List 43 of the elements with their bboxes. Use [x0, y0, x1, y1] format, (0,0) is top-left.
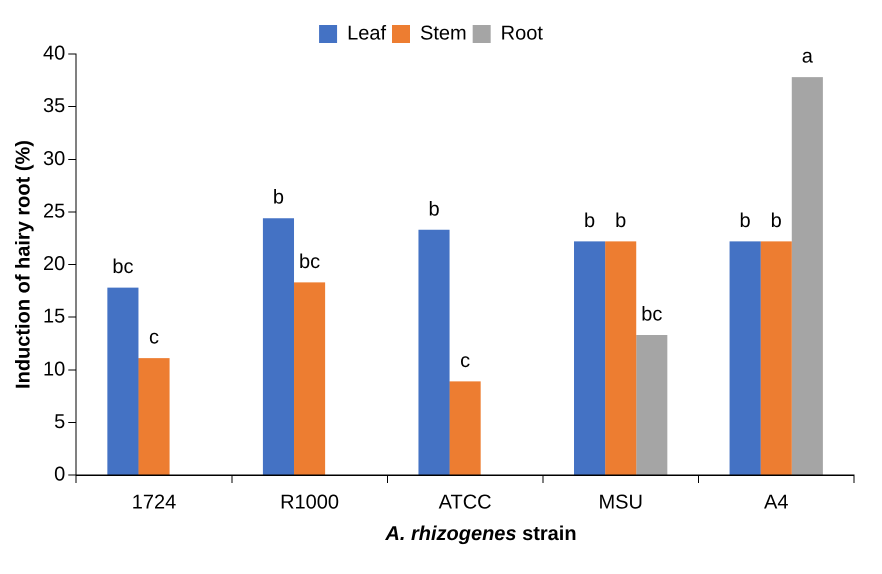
bar: [450, 381, 481, 474]
x-axis-title: A. rhizogenes strain: [385, 523, 577, 545]
legend-label: Root: [500, 22, 544, 45]
bar: [605, 241, 636, 474]
data-label: bc: [641, 304, 662, 326]
x-tick-label: 1724: [132, 492, 176, 514]
legend-label: Stem: [420, 22, 467, 45]
x-tick-label: ATCC: [438, 492, 492, 514]
data-label: bc: [299, 250, 320, 273]
x-tick-label: A4: [764, 492, 788, 514]
bar: [636, 335, 668, 474]
y-tick-label: 10: [42, 358, 66, 380]
bar: [262, 218, 294, 474]
bar: [107, 288, 138, 474]
bar: [418, 230, 450, 474]
data-label: b: [428, 198, 440, 220]
data-label: b: [770, 210, 782, 232]
x-tick-label: MSU: [598, 492, 643, 514]
y-tick-label: 15: [42, 306, 66, 328]
data-label: a: [802, 46, 814, 68]
data-label: bc: [112, 256, 134, 278]
legend-label: Leaf: [347, 22, 386, 45]
bar: [138, 358, 170, 474]
y-tick-label: 5: [54, 410, 66, 433]
data-label: c: [460, 350, 470, 372]
bar: [294, 282, 326, 474]
data-label: c: [149, 326, 160, 349]
y-tick-label: 25: [42, 200, 66, 222]
bar: [730, 241, 761, 474]
y-tick-label: 40: [42, 42, 66, 65]
data-label: b: [272, 186, 284, 209]
bar: [574, 241, 606, 474]
y-tick-label: 35: [42, 95, 66, 118]
y-axis-title: Induction of hairy root (%): [12, 140, 35, 389]
y-tick-label: 0: [54, 464, 66, 486]
data-label: b: [615, 210, 626, 232]
data-label: b: [740, 210, 751, 232]
y-tick-label: 30: [42, 148, 66, 170]
bar: [760, 241, 792, 474]
bar: [792, 77, 823, 474]
x-tick-label: R1000: [280, 492, 340, 514]
data-label: b: [584, 210, 596, 232]
y-tick-label: 20: [42, 253, 66, 276]
